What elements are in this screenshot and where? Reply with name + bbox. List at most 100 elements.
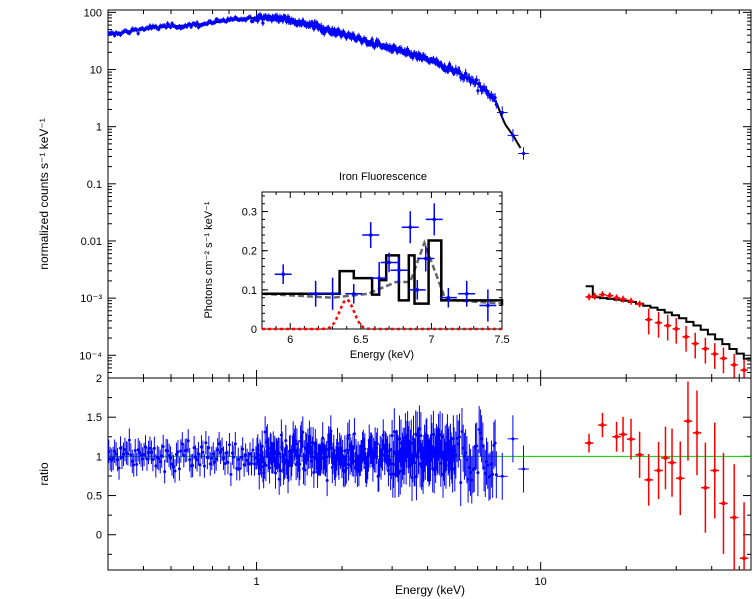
xmm-ratio-point [380, 453, 384, 457]
xmm-ratio-point [329, 429, 333, 433]
xmm-point [157, 27, 161, 31]
xmm-ratio-point [201, 450, 205, 454]
xmm-ratio-point [238, 467, 242, 471]
hxd-point [621, 297, 626, 302]
xmm-ratio-point [177, 467, 181, 471]
xmm-ratio-point [293, 439, 297, 443]
xmm-ratio-point [352, 459, 356, 463]
xmm-point [135, 28, 139, 32]
xmm-ratio-point [262, 461, 266, 465]
xmm-ratio-point [257, 472, 261, 476]
xmm-ratio-point [311, 441, 315, 445]
xmm-point [168, 25, 173, 29]
hxd-ratio-point [600, 423, 605, 428]
xmm-ratio-point [265, 438, 269, 442]
xmm-ratio-point [392, 462, 396, 466]
xmm-point [213, 20, 217, 25]
xmm-ratio-point [301, 430, 305, 434]
xmm-ratio-point [144, 445, 148, 449]
xmm-ratio-point [242, 463, 246, 467]
inset-point [368, 233, 373, 237]
xmm-ratio-point [397, 437, 401, 441]
xmm-ratio-point [232, 455, 236, 459]
hxd-ratio-point [721, 501, 726, 506]
xmm-ratio-point [229, 472, 233, 476]
xmm-ratio-point [202, 464, 206, 468]
y-tick-label: 100 [84, 7, 102, 19]
xmm-ratio-point [198, 463, 202, 467]
hxd-ratio-point [703, 485, 708, 490]
xmm-point [315, 22, 320, 26]
xmm-ratio-point [403, 435, 407, 439]
hxd-ratio-point [637, 452, 642, 457]
xmm-ratio-point [493, 441, 497, 445]
xmm-ratio-point [148, 446, 152, 450]
hxd-ratio-point [712, 468, 717, 473]
inset-point [397, 268, 401, 273]
xmm-ratio-point [182, 454, 186, 458]
xmm-ratio-point [167, 453, 171, 457]
xmm-ratio-point [213, 460, 217, 464]
xmm-ratio-point [108, 449, 111, 453]
y-tick-label: 0.1 [87, 179, 102, 191]
xmm-ratio-point [154, 464, 158, 468]
xmm-ratio-point [146, 450, 150, 454]
xmm-ratio-point [170, 462, 174, 466]
xmm-ratio-point [180, 442, 184, 446]
hxd-point [614, 295, 619, 300]
xmm-ratio-point [321, 436, 325, 440]
xmm-ratio-point [127, 438, 131, 442]
xmm-ratio-point [223, 462, 227, 466]
xmm-point [457, 69, 462, 73]
hxd-ratio-point [663, 455, 668, 460]
xmm-ratio-point [152, 446, 156, 450]
xmm-ratio-point [145, 457, 149, 461]
xmm-ratio-point [279, 469, 283, 473]
inset-model [262, 239, 504, 306]
xmm-ratio-point [236, 457, 240, 461]
xmm-ratio-point [347, 433, 351, 437]
xmm-point [256, 19, 260, 23]
xmm-ratio-point [277, 477, 281, 481]
hxd-point [607, 293, 612, 298]
xmm-point [248, 15, 252, 19]
inset-point [408, 225, 413, 230]
hxd-point [665, 323, 670, 328]
y-tick-label: 0 [96, 530, 102, 542]
xmm-data-points [108, 11, 529, 160]
xmm-ratio-point [179, 449, 183, 453]
xmm-point [521, 151, 526, 156]
xmm-ratio-point [233, 442, 237, 446]
hxd-ratio-point [685, 419, 690, 424]
hxd-ratio-point [694, 430, 699, 435]
xmm-ratio-point [216, 448, 220, 452]
hxd-point [600, 292, 605, 297]
xmm-ratio-point [440, 435, 444, 439]
xmm-ratio-point [511, 437, 515, 441]
y-tick-label: 1.5 [87, 412, 102, 424]
inset-point [351, 291, 356, 296]
xmm-ratio-point [491, 472, 495, 476]
xmm-ratio-point [264, 463, 268, 467]
xmm-ratio-point [142, 452, 146, 456]
xmm-ratio-point [113, 449, 117, 453]
hxd-ratio-point [629, 437, 634, 442]
inset-continuum-curve [261, 239, 503, 305]
inset-x-tick-label: 6 [287, 334, 293, 346]
inset-x-tick-label: 7.5 [494, 334, 509, 346]
xmm-ratio-point [230, 451, 234, 455]
y-tick-label: 10 [90, 65, 102, 77]
xmm-point [448, 62, 452, 66]
xmm-point [494, 102, 498, 107]
model-curve-xmm [108, 16, 522, 149]
xmm-ratio-point [211, 452, 215, 456]
inset-y-tick-label: 0.3 [242, 207, 257, 219]
xmm-ratio-point [130, 459, 134, 463]
xmm-ratio-point [191, 464, 195, 468]
xmm-ratio-point [409, 441, 413, 445]
xmm-ratio-point [227, 443, 231, 447]
xmm-point [370, 38, 374, 42]
xmm-point [251, 19, 255, 23]
xmm-ratio-point [224, 451, 228, 455]
hxd-point [637, 301, 642, 306]
